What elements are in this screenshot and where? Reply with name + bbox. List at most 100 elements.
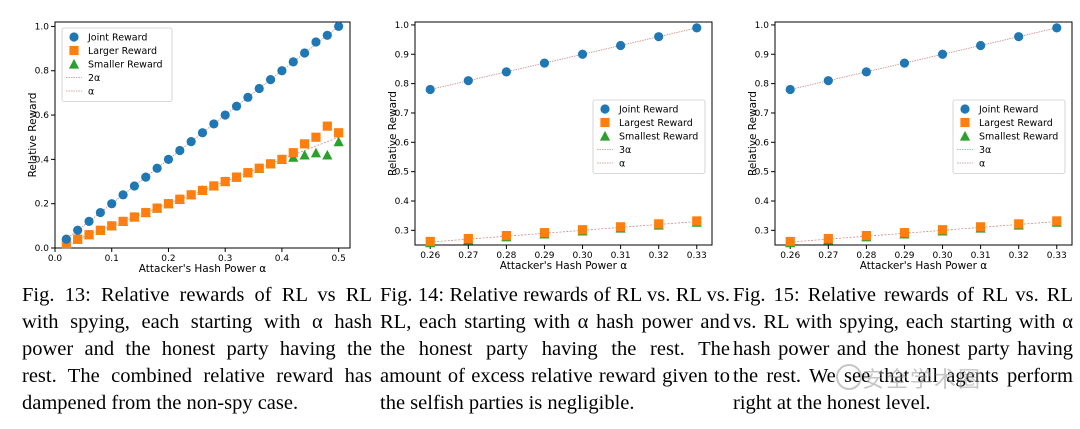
data-point [243, 92, 253, 102]
data-point [976, 40, 986, 51]
data-point [288, 57, 298, 67]
legend-marker [69, 32, 79, 42]
data-point [333, 136, 344, 147]
data-point [118, 190, 128, 200]
caption-fig15: Fig. 15: Relative rewards of RL vs. RL v… [733, 284, 1073, 414]
plot-frame [414, 21, 713, 246]
data-point [175, 145, 185, 156]
x-tick-label: 0.29 [534, 251, 554, 261]
legend-label: Joint Reward [618, 105, 678, 116]
chart-fig13: 0.0 0.1 0.2 0.3 0.4 0.5 0.0 0.2 0.4 0.6 0.8 1.0 Atta… [0, 0, 360, 280]
data-point [277, 66, 287, 76]
y-tick-label: 0.5 [755, 168, 769, 178]
x-tick-label: 0.5 [331, 254, 345, 264]
y-tick-label: 0.8 [755, 80, 770, 90]
x-tick-label: 0.33 [687, 251, 707, 261]
x-axis-label: Attacker's Hash Power α [139, 263, 266, 275]
data-point [231, 172, 242, 182]
legend-marker [960, 104, 970, 114]
y-tick-label: 0.6 [395, 138, 410, 148]
x-tick-label: 0.26 [420, 251, 440, 261]
data-point [300, 139, 310, 149]
legend-box [61, 27, 173, 102]
x-tick-label: 0.31 [611, 251, 631, 261]
y-tick-label: 0.4 [755, 197, 770, 207]
data-point [197, 185, 208, 195]
data-point [95, 225, 105, 235]
y-tick-label: 0.4 [35, 155, 50, 165]
y-tick-label: 1.0 [755, 21, 770, 31]
data-point [231, 101, 242, 111]
data-point [463, 76, 473, 86]
x-tick-label: 0.33 [1047, 251, 1067, 261]
watermark-logo-icon [836, 364, 862, 390]
data-point [265, 159, 276, 169]
data-point [501, 67, 511, 77]
x-tick-label: 0.32 [1009, 251, 1029, 261]
y-tick-label: 0.9 [395, 50, 410, 60]
y-tick-label: 0.8 [395, 80, 410, 90]
data-point [501, 231, 511, 241]
y-tick-label: 1.0 [395, 21, 410, 31]
data-point [84, 230, 94, 240]
data-point [616, 40, 626, 51]
data-point [899, 228, 910, 238]
data-point [577, 49, 588, 59]
data-point [1052, 216, 1062, 226]
data-point [322, 30, 332, 40]
data-point [654, 32, 664, 42]
data-point [209, 181, 219, 191]
data-point [107, 221, 117, 231]
chart-fig14: 0.26 0.27 0.28 0.29 0.30 0.31 0.32 0.33 0.3 0.4 0.… [360, 0, 720, 280]
x-axis-label: Attacker's Hash Power α [500, 260, 627, 272]
legend-marker [599, 130, 611, 141]
legend-marker [600, 117, 610, 128]
data-point [163, 199, 174, 209]
data-point [277, 154, 287, 164]
data-point [197, 128, 208, 138]
x-tick-label: 0.28 [856, 251, 876, 261]
legend-label: 2α [88, 73, 100, 84]
legend-box [952, 99, 1066, 174]
reference-line [430, 221, 697, 243]
y-axis-label: Relative Reward [27, 93, 39, 178]
data-point [310, 147, 322, 158]
data-point [861, 231, 871, 241]
data-point [463, 233, 473, 244]
data-point [322, 149, 333, 160]
reference-line [430, 27, 697, 90]
y-tick-label: 0.3 [395, 226, 409, 236]
legend-label: Joint Reward [87, 33, 147, 44]
legend-marker [960, 117, 970, 128]
data-point [220, 176, 230, 187]
data-point [311, 132, 321, 142]
x-tick-label: 0.28 [496, 251, 516, 261]
data-point [654, 219, 664, 229]
y-tick-label: 0.5 [395, 168, 409, 178]
data-point [129, 212, 140, 222]
data-point [254, 83, 264, 94]
data-point [84, 216, 94, 227]
data-point [118, 216, 128, 227]
data-point [976, 222, 986, 232]
y-tick-label: 0.9 [755, 50, 770, 60]
x-tick-label: 0.30 [573, 251, 593, 261]
data-point [186, 190, 196, 200]
x-tick-label: 0.4 [275, 254, 290, 264]
data-point [95, 207, 105, 218]
data-point [692, 23, 702, 33]
x-axis-label: Attacker's Hash Power α [860, 260, 987, 272]
watermark: 安全学术圈 [862, 368, 983, 393]
data-point [823, 233, 833, 244]
data-point [243, 168, 253, 178]
y-tick-label: 0.6 [755, 138, 770, 148]
x-tick-label: 0.32 [649, 251, 669, 261]
x-tick-label: 0.27 [818, 251, 838, 261]
data-point [539, 58, 550, 68]
data-point [141, 172, 151, 182]
legend-marker [69, 45, 79, 56]
data-point [861, 67, 871, 77]
legend-label: Smallest Reward [619, 132, 698, 143]
data-point [937, 49, 948, 59]
data-point [73, 225, 83, 235]
